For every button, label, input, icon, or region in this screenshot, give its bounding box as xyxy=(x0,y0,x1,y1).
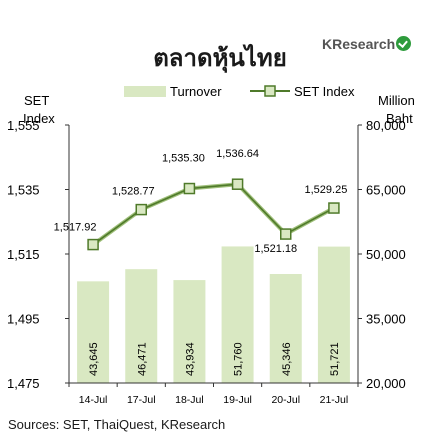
turnover-bar-18-Jul xyxy=(173,280,206,383)
set-index-marker-14-Jul xyxy=(87,238,99,251)
logo-text: KResearch xyxy=(322,36,396,52)
left-tick-label: 1,535 xyxy=(7,183,40,198)
set-index-value-label: 1,517.92 xyxy=(54,222,97,234)
x-tick-label: 14-Jul xyxy=(79,394,108,406)
set-index-marker-17-Jul xyxy=(135,203,147,216)
legend: Turnover SET Index xyxy=(124,84,355,99)
set-index-polyline xyxy=(92,183,335,246)
turnover-bar-19-Jul xyxy=(221,246,254,383)
kresearch-logo: KResearch xyxy=(322,36,412,52)
turnover-bar-17-Jul xyxy=(125,269,158,383)
set-index-marker-18-Jul xyxy=(183,182,196,195)
left-tick-label: 1,475 xyxy=(7,376,40,391)
set-index-value-label: 1,536.64 xyxy=(216,148,259,160)
x-tick-label: 17-Jul xyxy=(127,394,156,406)
set-index-value-label: 1,528.77 xyxy=(112,186,155,198)
set-index-value-label: 1,529.25 xyxy=(305,184,348,196)
left-axis-title-line1: SET xyxy=(24,93,49,108)
legend-set-index-label: SET Index xyxy=(294,84,355,99)
turnover-bars xyxy=(77,246,350,383)
turnover-value-label: 46,471 xyxy=(136,342,148,376)
turnover-bar-21-Jul xyxy=(317,246,350,383)
set-index-marker-19-Jul xyxy=(231,178,244,190)
axis-titles: SET Index Million Baht xyxy=(23,93,415,126)
right-tick-label: 65,000 xyxy=(366,183,406,198)
turnover-value-label: 45,346 xyxy=(281,342,293,376)
left-tick-label: 1,515 xyxy=(7,247,40,262)
right-tick-label: 50,000 xyxy=(366,247,406,262)
source-note: Sources: SET, ThaiQuest, KResearch xyxy=(8,417,226,432)
turnover-value-label: 43,645 xyxy=(88,342,100,376)
turnover-value-label: 51,760 xyxy=(233,342,245,376)
turnover-bar-20-Jul xyxy=(269,274,302,383)
set-index-marker-21-Jul xyxy=(328,202,340,214)
right-tick-label: 20,000 xyxy=(366,376,406,391)
right-tick-label: 80,000 xyxy=(366,118,406,133)
legend-set-index-marker xyxy=(264,85,276,97)
right-tick-label: 35,000 xyxy=(366,312,406,327)
data-labels: 1,517.92 1,528.77 1,535.30 1,536.64 1,521.18… xyxy=(54,148,348,376)
turnover-value-label: 51,721 xyxy=(329,342,341,376)
set-index-value-label: 1,535.30 xyxy=(162,153,205,165)
chart-title: ตลาดหุ้นไทย xyxy=(153,44,287,72)
left-tick-label: 1,495 xyxy=(7,312,40,327)
left-axis-title-line2: Index xyxy=(23,111,55,126)
x-tick-label: 20-Jul xyxy=(271,394,300,406)
left-tick-label: 1,555 xyxy=(7,118,40,133)
set-index-line xyxy=(87,178,340,251)
right-axis-title-line2: Baht xyxy=(386,111,413,126)
turnover-bar-14-Jul xyxy=(77,281,110,383)
x-tick-label: 18-Jul xyxy=(175,394,204,406)
axes: 1,555 1,535 1,515 1,495 1,475 80,000 65,000 50,… xyxy=(7,118,406,406)
checkmark-icon xyxy=(396,36,412,51)
set-index-value-label: 1,521.18 xyxy=(254,243,297,255)
x-tick-label: 19-Jul xyxy=(223,394,252,406)
x-tick-label: 21-Jul xyxy=(320,394,349,406)
turnover-value-label: 43,934 xyxy=(184,342,196,376)
set-index-marker-20-Jul xyxy=(280,228,292,240)
legend-turnover-label: Turnover xyxy=(170,84,222,99)
right-axis-title-line1: Million xyxy=(378,93,415,108)
legend-turnover-swatch xyxy=(124,86,166,97)
